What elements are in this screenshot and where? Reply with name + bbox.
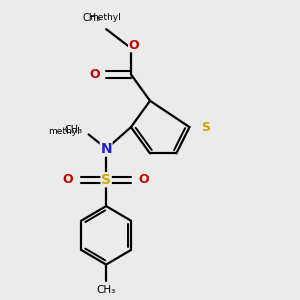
Text: CH₃: CH₃ — [97, 285, 116, 295]
Text: CH₃: CH₃ — [82, 13, 100, 23]
Text: N: N — [100, 142, 112, 156]
Text: methyl: methyl — [48, 127, 80, 136]
Text: O: O — [139, 173, 149, 186]
Text: S: S — [201, 121, 210, 134]
Text: methyl: methyl — [89, 13, 121, 22]
Text: CH₃: CH₃ — [64, 125, 83, 135]
Text: O: O — [129, 39, 139, 52]
Text: S: S — [101, 173, 111, 187]
Text: O: O — [89, 68, 100, 81]
Text: O: O — [63, 173, 74, 186]
